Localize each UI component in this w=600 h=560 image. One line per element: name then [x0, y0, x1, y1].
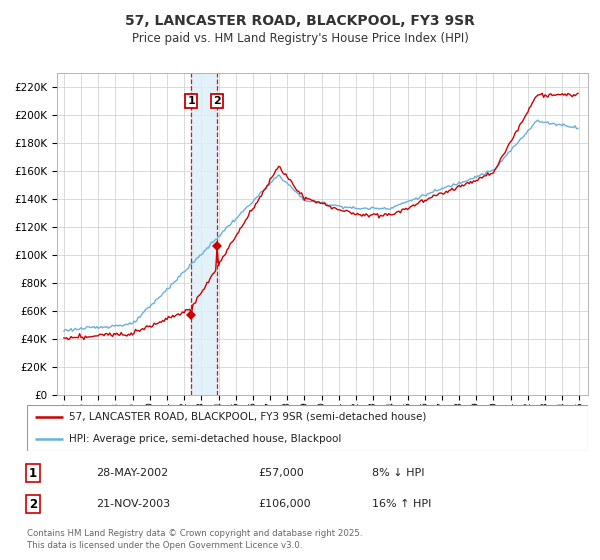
Text: 28-MAY-2002: 28-MAY-2002	[96, 468, 168, 478]
Text: £106,000: £106,000	[258, 499, 311, 509]
Bar	[191, 73, 217, 395]
Text: 8% ↓ HPI: 8% ↓ HPI	[372, 468, 425, 478]
Text: HPI: Average price, semi-detached house, Blackpool: HPI: Average price, semi-detached house,…	[69, 434, 341, 444]
Text: Contains HM Land Registry data © Crown copyright and database right 2025.
This d: Contains HM Land Registry data © Crown c…	[27, 529, 362, 550]
Text: Price paid vs. HM Land Registry's House Price Index (HPI): Price paid vs. HM Land Registry's House …	[131, 32, 469, 45]
Text: 2: 2	[213, 96, 221, 106]
Text: 16% ↑ HPI: 16% ↑ HPI	[372, 499, 431, 509]
Text: 57, LANCASTER ROAD, BLACKPOOL, FY3 9SR: 57, LANCASTER ROAD, BLACKPOOL, FY3 9SR	[125, 14, 475, 28]
Text: 21-NOV-2003: 21-NOV-2003	[96, 499, 170, 509]
Text: 57, LANCASTER ROAD, BLACKPOOL, FY3 9SR (semi-detached house): 57, LANCASTER ROAD, BLACKPOOL, FY3 9SR (…	[69, 412, 427, 422]
Text: 2: 2	[29, 497, 37, 511]
Text: 1: 1	[29, 466, 37, 480]
Text: £57,000: £57,000	[258, 468, 304, 478]
Text: 1: 1	[187, 96, 195, 106]
